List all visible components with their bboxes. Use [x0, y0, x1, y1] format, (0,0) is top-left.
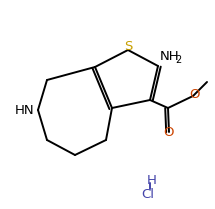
Text: NH: NH — [160, 51, 180, 64]
Text: H: H — [147, 173, 157, 186]
Text: 2: 2 — [175, 55, 181, 65]
Text: O: O — [164, 126, 174, 139]
Text: HN: HN — [14, 103, 34, 116]
Text: Cl: Cl — [141, 187, 155, 200]
Text: O: O — [189, 88, 199, 102]
Text: S: S — [124, 41, 132, 54]
